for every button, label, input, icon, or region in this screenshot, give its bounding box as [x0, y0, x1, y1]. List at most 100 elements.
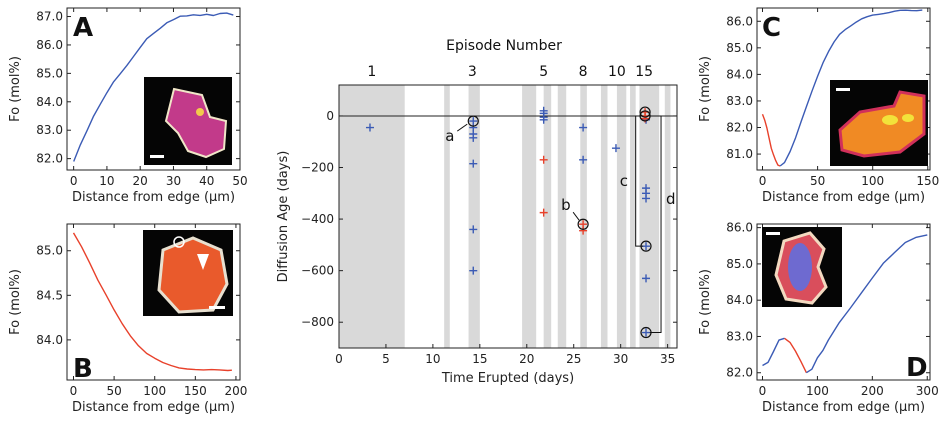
- panel-a-ytick-label: 83.0: [36, 123, 63, 137]
- annotation-a-arrow: [456, 123, 468, 132]
- panel-a-ytick-label: 85.0: [36, 66, 63, 80]
- panel-c: 0 50 100 150 81.0 82.0 83.0 84.0 85.0 86.0 Distanc…: [698, 7, 939, 205]
- panel-b-y-axis-label: Fo (mol%): [8, 269, 23, 335]
- data-point-blue: [539, 115, 548, 124]
- center-xtick-label: 30: [613, 352, 628, 366]
- episode-label: 3: [468, 64, 477, 80]
- panel-a-inset-inclusion: [196, 108, 204, 116]
- data-point-blue: [365, 123, 374, 132]
- data-point-blue: [579, 155, 588, 164]
- panel-c-xtick-label: 150: [916, 174, 939, 188]
- data-point-blue: [579, 123, 588, 132]
- panel-b-ytick-label: 84.0: [36, 333, 63, 347]
- episode-label: 1: [367, 64, 376, 80]
- data-point-red: [539, 208, 548, 217]
- data-point-blue: [642, 194, 651, 203]
- panel-b-series-line: [72, 232, 232, 372]
- panel-c-ytick-label: 86.0: [726, 14, 753, 28]
- panel-a-xtick-label: 30: [166, 174, 181, 188]
- center-ytick-label: −400: [301, 212, 334, 226]
- eruption-band: [444, 85, 450, 348]
- panel-b-letter: B: [73, 354, 93, 384]
- panel-a-series-line: [73, 12, 234, 162]
- panel-d: 0 100 200 300 82.0 83.0 84.0 85.0 86.0 Distance f…: [698, 221, 939, 415]
- eruption-band: [630, 85, 636, 348]
- center-ytick-label: −800: [301, 315, 334, 329]
- panel-c-x-axis-label: Distance from edge (µm): [762, 190, 925, 205]
- panel-c-series-line: [761, 113, 781, 167]
- panel-a-xtick-label: 40: [199, 174, 214, 188]
- panel-c-inset-inclusion: [882, 115, 898, 125]
- panel-c-plot-frame: [756, 7, 931, 171]
- panel-d-series-line: [806, 234, 928, 374]
- panel-b-xtick-label: 100: [143, 384, 166, 398]
- episode-label: 10: [608, 64, 626, 80]
- circled-point: [577, 218, 589, 230]
- panel-d-xtick-label: 0: [759, 384, 767, 398]
- center-xtick-label: 25: [566, 352, 581, 366]
- panel-d-series-line: [762, 337, 785, 367]
- panel-a-plot-frame: [66, 7, 241, 171]
- annotation-c: c: [620, 172, 628, 190]
- center-xtick-label: 0: [335, 352, 343, 366]
- panel-c-letter: C: [762, 13, 781, 43]
- panel-b-xtick-label: 0: [70, 384, 78, 398]
- panel-b-inset-scalebar: [209, 306, 225, 309]
- eruption-band: [543, 85, 552, 348]
- panel-c-y-axis-label: Fo (mol%): [698, 56, 713, 122]
- panel-a-ytick-label: 87.0: [36, 10, 63, 24]
- eruption-band: [339, 85, 405, 348]
- eruption-band: [522, 85, 537, 348]
- panel-a-xtick-label: 0: [70, 174, 78, 188]
- panel-c-ytick-label: 85.0: [726, 41, 753, 55]
- center-xtick-label: 20: [519, 352, 534, 366]
- panel-d-x-axis-label: Distance from edge (µm): [762, 400, 925, 415]
- panel-a-xtick-label: 20: [133, 174, 148, 188]
- panel-d-ytick-label: 83.0: [726, 329, 753, 343]
- panel-b-plot-frame: [66, 223, 241, 381]
- panel-d-ytick-label: 85.0: [726, 257, 753, 271]
- panel-d-letter: D: [906, 353, 928, 383]
- circled-point: [467, 115, 479, 127]
- episode-label: 5: [539, 64, 548, 80]
- panel-b-ytick-label: 84.5: [36, 288, 63, 302]
- data-point-red: [579, 226, 588, 235]
- panel-d-ytick-label: 86.0: [726, 221, 753, 235]
- panel-d-inset-scalebar: [766, 232, 780, 235]
- center-xtick-label: 15: [472, 352, 487, 366]
- panel-c-inset-inclusion: [902, 114, 914, 122]
- panel-d-series-line: [784, 337, 808, 374]
- panel-b-ytick-label: 85.0: [36, 244, 63, 258]
- eruption-band: [639, 85, 660, 348]
- bracket-d: [649, 115, 662, 334]
- data-point-red: [539, 155, 548, 164]
- eruption-band: [557, 85, 567, 348]
- panel-a-xtick-label: 10: [99, 174, 114, 188]
- center-ytick-label: −600: [301, 264, 334, 278]
- panel-a-x-axis-label: Distance from edge (µm): [72, 190, 235, 205]
- center-ytick-label: −200: [301, 161, 334, 175]
- center-xtick-label: 5: [382, 352, 390, 366]
- panel-c-ytick-label: 82.0: [726, 121, 753, 135]
- eruption-band: [580, 85, 587, 348]
- panel-b-x-axis-label: Distance from edge (µm): [72, 400, 235, 415]
- panel-c-inset-scalebar: [836, 88, 850, 91]
- panel-c-xtick-label: 0: [759, 174, 767, 188]
- panel-c-ytick-label: 83.0: [726, 94, 753, 108]
- panel-c-inset-crystal: [838, 90, 926, 158]
- panel-d-xtick-label: 200: [861, 384, 884, 398]
- panel-b-xtick-label: 200: [224, 384, 247, 398]
- panel-a-xtick-label: 50: [232, 174, 247, 188]
- panel-d-xtick-label: 300: [916, 384, 939, 398]
- annotation-d: d: [666, 190, 676, 208]
- episode-label: 8: [579, 64, 588, 80]
- eruption-band: [616, 85, 627, 348]
- bracket-c: [635, 115, 644, 247]
- center-plot-frame: [338, 84, 678, 349]
- panel-b: 0 50 100 150 200 84.0 84.5 85.0 Distance from ed…: [8, 223, 247, 415]
- panel-a-ytick-label: 84.0: [36, 95, 63, 109]
- panel-a-inset-crystal: [164, 87, 228, 159]
- panel-c-series-line: [779, 9, 923, 167]
- annotation-b-arrow: [572, 211, 580, 221]
